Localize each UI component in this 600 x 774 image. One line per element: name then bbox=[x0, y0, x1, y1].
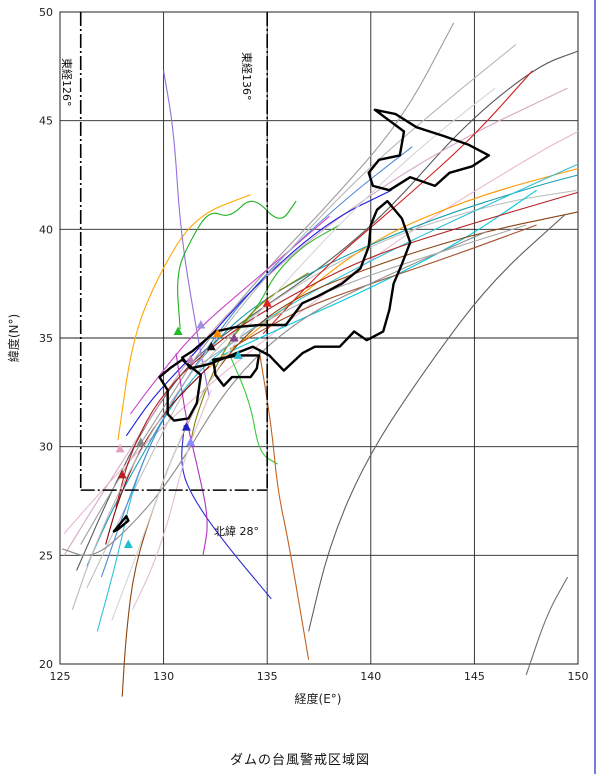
typhoon-track bbox=[96, 163, 579, 632]
y-tick-label: 45 bbox=[39, 115, 53, 128]
typhoon-track bbox=[262, 70, 533, 335]
typhoon-track bbox=[117, 194, 251, 441]
x-tick-label: 145 bbox=[464, 670, 485, 683]
x-tick-label: 140 bbox=[360, 670, 381, 683]
track-marker bbox=[206, 341, 216, 351]
track-marker bbox=[262, 298, 272, 307]
y-tick-label: 20 bbox=[39, 658, 53, 671]
y-tick-label: 35 bbox=[39, 332, 53, 345]
typhoon-track bbox=[86, 174, 579, 567]
typhoon-track bbox=[71, 44, 517, 610]
map-caption: ダムの台風警戒区域図 bbox=[230, 752, 370, 768]
typhoon-track bbox=[229, 224, 537, 350]
typhoon-track bbox=[86, 189, 579, 589]
typhoon-track bbox=[115, 191, 579, 508]
grid bbox=[59, 11, 579, 665]
typhoon-track bbox=[181, 424, 272, 600]
x-tick-label: 125 bbox=[50, 670, 71, 683]
typhoon-track bbox=[308, 213, 566, 632]
track-marker bbox=[115, 443, 125, 453]
axis-ticks: 125 130 135 140 145 150 20 25 30 35 40 45 50 bbox=[39, 6, 589, 683]
track-marker bbox=[186, 354, 196, 364]
y-tick-label: 50 bbox=[39, 6, 53, 19]
y-tick-label: 40 bbox=[39, 223, 53, 236]
track-marker bbox=[117, 469, 127, 479]
track-marker bbox=[196, 319, 206, 329]
typhoon-track bbox=[61, 230, 488, 556]
x-tick-label: 150 bbox=[568, 670, 589, 683]
x-axis-title: 経度(E°) bbox=[295, 691, 342, 706]
typhoon-track bbox=[111, 87, 496, 621]
typhoon-track bbox=[525, 576, 569, 676]
boundary-label-south: 北緯 28° bbox=[214, 524, 259, 538]
typhoon-track bbox=[177, 200, 297, 330]
x-tick-label: 135 bbox=[257, 670, 278, 683]
track-marker bbox=[233, 350, 243, 359]
track-marker bbox=[173, 326, 183, 335]
typhoon-track bbox=[132, 389, 212, 610]
typhoon-track bbox=[221, 189, 537, 356]
track-marker bbox=[181, 422, 191, 431]
coastline bbox=[367, 108, 491, 192]
track-marker bbox=[186, 437, 196, 446]
y-axis-title: 緯度(N°) bbox=[6, 314, 21, 362]
x-tick-label: 130 bbox=[153, 670, 174, 683]
typhoon-tracks bbox=[61, 22, 579, 697]
typhoon-track bbox=[76, 50, 579, 571]
boundary-label-west: 東経126° bbox=[60, 58, 73, 107]
y-tick-label: 25 bbox=[39, 549, 53, 562]
y-tick-label: 30 bbox=[39, 441, 53, 454]
typhoon-track bbox=[63, 87, 568, 556]
track-marker bbox=[229, 333, 239, 342]
typhoon-track bbox=[129, 215, 330, 415]
coastline bbox=[112, 515, 130, 533]
boundary-label-east: 東経136° bbox=[240, 52, 253, 101]
warning-boundary bbox=[79, 12, 269, 491]
coastline bbox=[212, 354, 261, 387]
typhoon-track bbox=[105, 365, 210, 545]
japan-coastline bbox=[112, 108, 491, 533]
track-markers bbox=[115, 298, 272, 548]
track-marker bbox=[123, 539, 133, 548]
track-marker bbox=[212, 328, 222, 338]
track-marker bbox=[136, 437, 146, 446]
typhoon-track bbox=[63, 131, 579, 534]
typhoon-track bbox=[258, 348, 310, 660]
coastline bbox=[158, 358, 203, 422]
typhoon-track bbox=[163, 70, 210, 397]
typhoon-track bbox=[229, 355, 278, 465]
